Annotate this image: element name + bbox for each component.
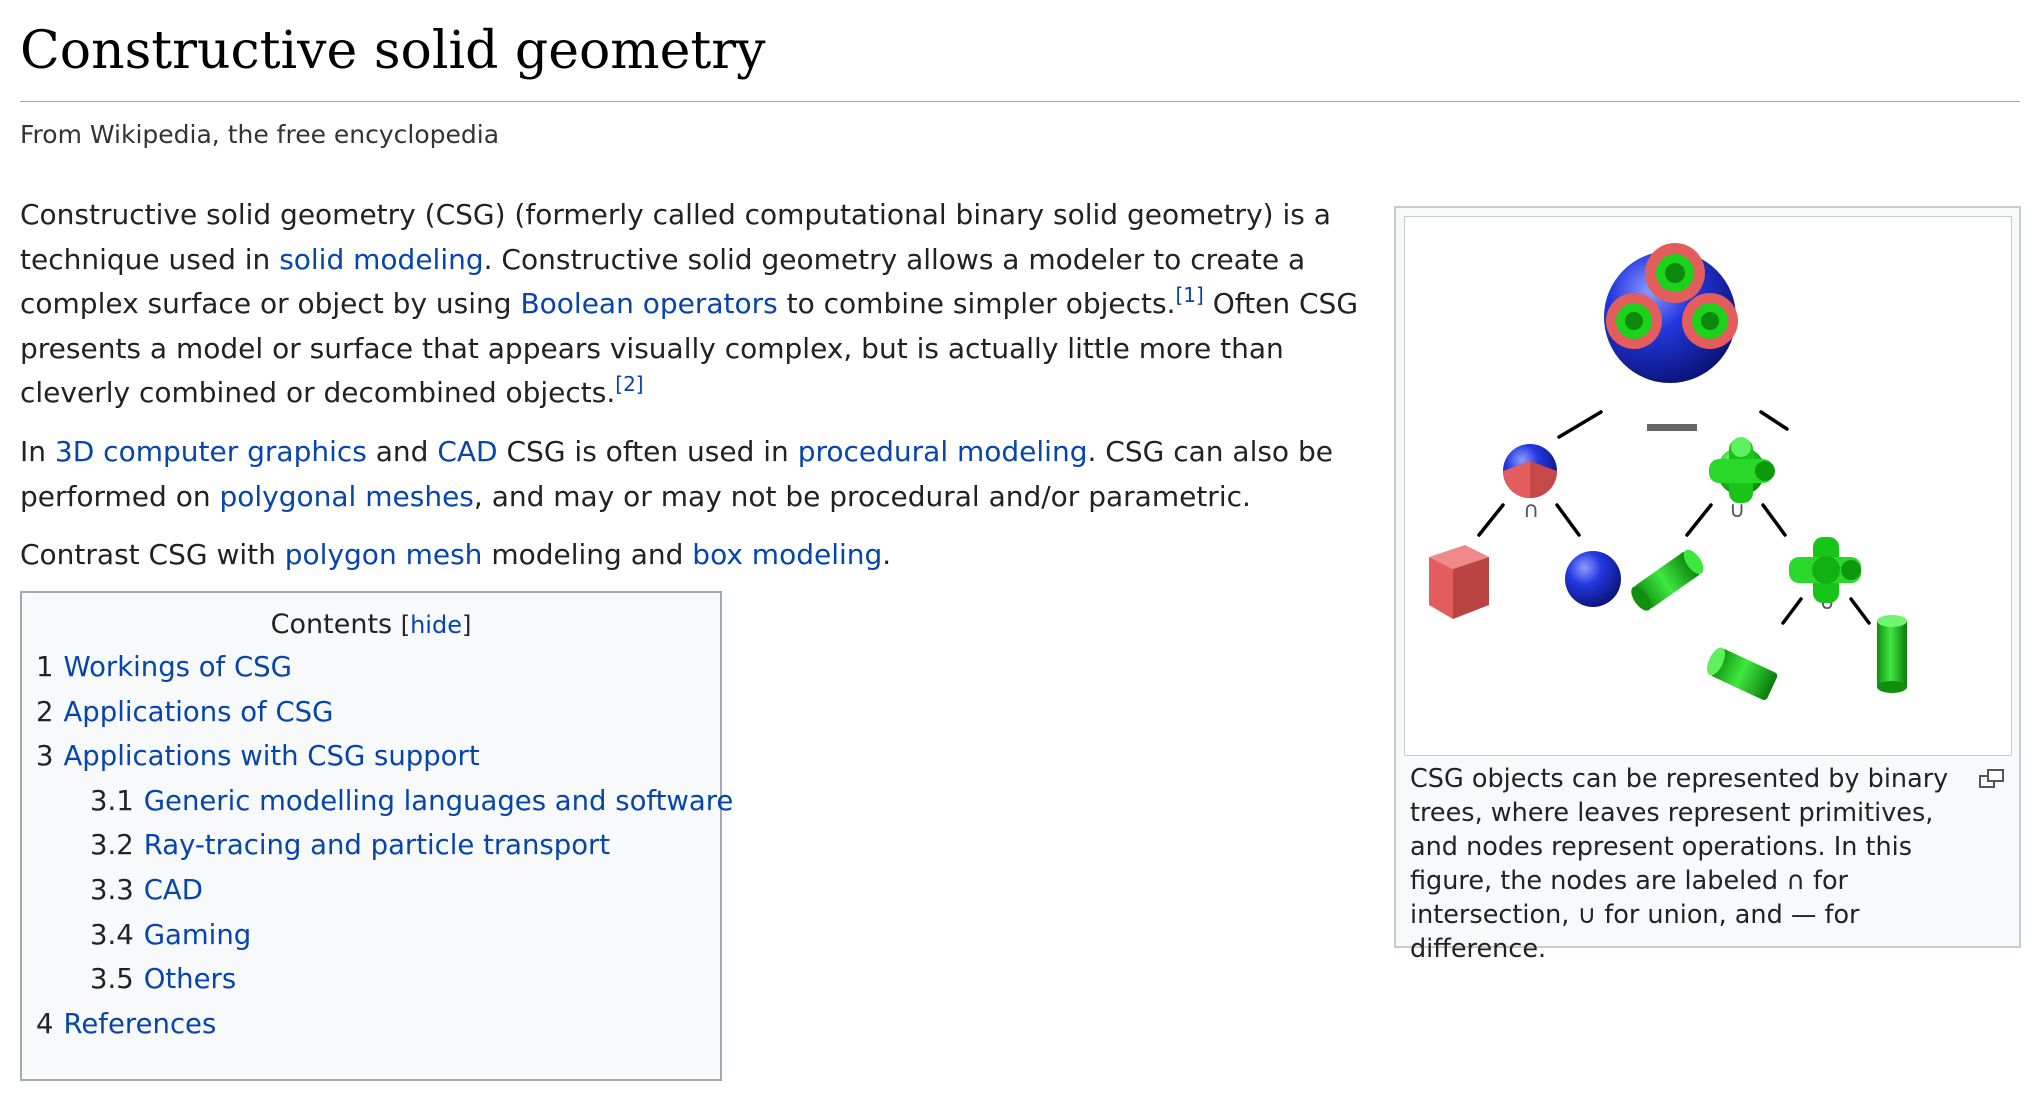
text-run: CSG is often used in (497, 434, 798, 468)
toc-header: Contents [hide] (22, 609, 720, 640)
union-result-cross-icon (1709, 437, 1775, 503)
toc-item[interactable]: 3.4 Gaming (36, 913, 733, 958)
page-tagline: From Wikipedia, the free encyclopedia (20, 120, 500, 149)
toc-hide-toggle[interactable]: [hide] (401, 611, 472, 639)
link-solid-modeling[interactable]: solid modeling (279, 242, 484, 276)
toc-number: 3 (36, 740, 54, 773)
text-run: . Constructive solid geometry allows a m… (20, 242, 1306, 321)
union-operator: ∪ (1729, 498, 1745, 523)
toc-link[interactable]: Workings of CSG (63, 651, 292, 683)
toc-number: 3.1 (90, 784, 134, 817)
cylinder-icon (1631, 549, 1704, 611)
intro-paragraph-3: Contrast CSG with polygon mesh modeling … (20, 533, 1365, 578)
text-run: Often CSG presents a model or surface th… (20, 287, 1359, 410)
intersection-operator: ∩ (1523, 498, 1539, 523)
toc-item[interactable]: 2 Applications of CSG (36, 690, 733, 735)
toc-link[interactable]: Applications with CSG support (63, 740, 480, 773)
toc-number: 3.4 (90, 918, 134, 951)
link-polygonal-meshes[interactable]: polygonal meshes (219, 479, 474, 513)
toc-number: 3.2 (90, 829, 134, 862)
figure-thumbnail: ∩ ∪ ∪ (1394, 206, 2021, 964)
link-polygon-mesh[interactable]: polygon mesh (284, 538, 483, 572)
toc-link[interactable]: Gaming (143, 918, 252, 951)
article-body: Constructive solid geometry (CSG) (forme… (20, 193, 1365, 592)
toc-number: 2 (36, 695, 54, 728)
link-boolean-operators[interactable]: Boolean operators (520, 287, 778, 321)
root-result-solid-icon (1604, 243, 1738, 383)
link-box-modeling[interactable]: box modeling (692, 538, 883, 572)
toc-item[interactable]: 3.3 CAD (36, 868, 733, 913)
toc-item[interactable]: 3.2 Ray-tracing and particle transport (36, 823, 733, 868)
intro-paragraph-2: In 3D computer graphics and CAD CSG is o… (20, 430, 1365, 519)
toc-hide-link[interactable]: hide (410, 611, 462, 639)
text-run: modeling and (482, 538, 693, 572)
bracket: ] (461, 611, 472, 639)
link-cad[interactable]: CAD (437, 434, 498, 468)
toc-item[interactable]: 4 References (36, 1002, 733, 1047)
magnify-icon[interactable] (1979, 768, 2005, 790)
toc-item[interactable]: 1 Workings of CSG (36, 645, 733, 690)
toc-item[interactable]: 3.5 Others (36, 957, 733, 1002)
toc-link[interactable]: Generic modelling languages and software (143, 784, 734, 817)
toc-number: 1 (36, 651, 54, 683)
intro-paragraph-1: Constructive solid geometry (CSG) (forme… (20, 193, 1365, 416)
toc-link[interactable]: References (63, 1007, 217, 1040)
csg-tree-image[interactable]: ∩ ∪ ∪ (1404, 216, 2012, 756)
figure-caption: CSG objects can be represented by binary… (1410, 764, 1949, 964)
reference-2[interactable]: [2] (615, 372, 644, 397)
text-run: . CSG can also be performed on (20, 434, 1333, 513)
difference-operator-icon (1647, 424, 1697, 431)
toc-item[interactable]: 3 Applications with CSG support (36, 734, 733, 779)
toc-number: 3.3 (90, 873, 134, 906)
toc-link[interactable]: Applications of CSG (63, 695, 334, 728)
text-run: . (882, 538, 892, 572)
text-run: , and may or may not be procedural and/o… (473, 479, 1251, 513)
union-result-cross-2-icon (1789, 537, 1861, 603)
toc-number: 3.5 (90, 963, 134, 996)
sphere-icon (1565, 551, 1621, 607)
toc-item[interactable]: 3.1 Generic modelling languages and softw… (36, 779, 733, 824)
text-run: Constructive solid geometry (CSG) (forme… (20, 198, 1331, 276)
toc-link[interactable]: CAD (143, 873, 203, 906)
page-title: Constructive solid geometry (20, 21, 766, 81)
reference-1[interactable]: [1] (1175, 283, 1204, 308)
text-run: to combine simpler objects. (777, 287, 1176, 321)
cube-icon (1429, 545, 1489, 619)
toc-number: 4 (36, 1007, 54, 1040)
bracket: [ (400, 611, 411, 639)
toc-link[interactable]: Others (143, 963, 237, 996)
table-of-contents: Contents [hide] 1 Workings of CSG 2 Applic… (20, 591, 733, 1081)
link-3d-computer-graphics[interactable]: 3D computer graphics (54, 434, 367, 468)
intersection-result-icon (1503, 444, 1557, 498)
text-run: and (366, 434, 438, 468)
text-run: Contrast CSG with (20, 538, 285, 572)
cylinder-horizontal-icon (1707, 647, 1778, 700)
csg-tree-diagram: ∩ ∪ ∪ (1429, 243, 1907, 700)
title-divider (20, 101, 2020, 102)
tree-edges (1477, 410, 1871, 625)
text-run: In (20, 434, 55, 468)
toc-title: Contents (270, 609, 393, 640)
link-procedural-modeling[interactable]: procedural modeling (797, 434, 1088, 468)
cylinder-vertical-icon (1877, 615, 1907, 693)
toc-link[interactable]: Ray-tracing and particle transport (143, 829, 611, 862)
